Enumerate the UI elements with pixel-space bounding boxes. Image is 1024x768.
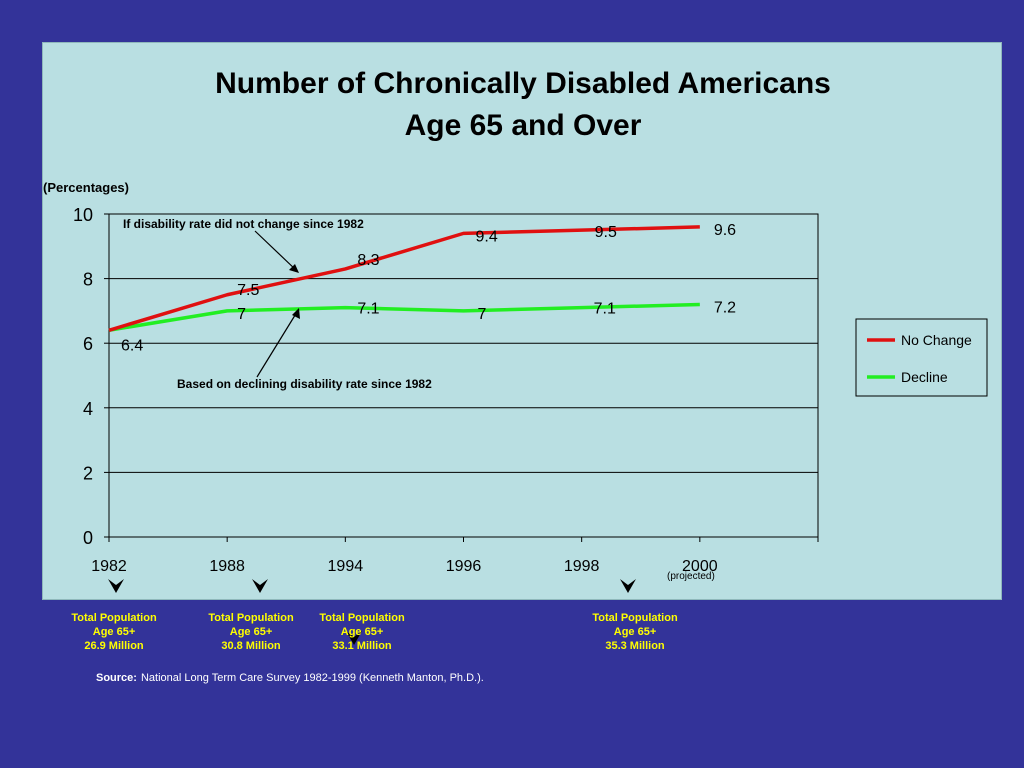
population-note-line3: 33.1 Million <box>332 640 392 652</box>
population-note: Total Population Age 65+ 35.3 Million <box>570 611 700 653</box>
line-chart: 0 2 4 6 8 10 1982 1988 1994 1996 1998 2000 6.4 7.5 8.3… <box>73 205 988 575</box>
population-note: Total Population Age 65+ 33.1 Million <box>297 611 427 653</box>
x-tick-label: 1994 <box>328 558 364 575</box>
down-arrow-icon <box>346 631 362 645</box>
legend-box <box>855 318 988 397</box>
population-note-line1: Total Population <box>319 612 405 624</box>
chart-title: Number of Chronically Disabled Americans <box>215 67 831 100</box>
arrowhead-icon <box>292 308 300 319</box>
population-note: Total Population Age 65+ 26.9 Million <box>49 611 179 653</box>
arrowhead-icon <box>289 264 299 273</box>
population-note-line2: Age 65+ <box>613 626 657 638</box>
annotation-decline: Based on declining disability rate since… <box>177 377 432 391</box>
x-note-projected: (projected) <box>667 571 715 582</box>
down-arrow-icon <box>620 579 636 593</box>
plot-area <box>108 213 819 538</box>
population-note-line1: Total Population <box>71 612 157 624</box>
legend-label: No Change <box>901 332 972 348</box>
chart-panel: Number of Chronically Disabled Americans… <box>42 42 1002 600</box>
population-note-line1: Total Population <box>208 612 294 624</box>
data-label: 9.4 <box>476 228 498 245</box>
annotation-no-change: If disability rate did not change since … <box>123 217 364 231</box>
source-note: Source: National Long Term Care Survey 19… <box>96 672 484 684</box>
source-label: Source: <box>96 672 137 684</box>
x-tick-label: 1988 <box>209 558 245 575</box>
y-tick-label: 2 <box>83 463 93 483</box>
legend-label: Decline <box>901 369 948 385</box>
data-label: 9.5 <box>595 224 617 241</box>
down-arrow-icon <box>108 579 124 593</box>
data-label: 7.2 <box>714 299 736 316</box>
annotation-arrow <box>256 311 298 378</box>
population-note-line3: 30.8 Million <box>221 640 281 652</box>
x-tick-label: 2000 <box>682 558 718 575</box>
x-tick-label: 1998 <box>564 558 600 575</box>
annotation-arrow <box>254 230 298 272</box>
y-axis-label: (Percentages) <box>43 180 129 195</box>
data-label: 6.4 <box>121 337 143 354</box>
population-note-line1: Total Population <box>592 612 678 624</box>
population-note: Total Population Age 65+ 30.8 Million <box>186 611 316 653</box>
data-label: 7.1 <box>594 301 616 318</box>
y-tick-label: 8 <box>83 270 93 290</box>
population-note-line2: Age 65+ <box>92 626 136 638</box>
data-label: 7 <box>478 306 487 323</box>
series-line-no-change <box>108 225 700 332</box>
data-label: 7.1 <box>357 301 379 318</box>
population-note-line3: 35.3 Million <box>605 640 665 652</box>
y-tick-label: 10 <box>73 205 93 225</box>
chart-subtitle: Age 65 and Over <box>404 109 642 142</box>
series-line-decline <box>108 302 700 333</box>
y-tick-label: 4 <box>83 399 93 419</box>
x-tick-label: 1982 <box>91 558 127 575</box>
x-tick-label: 1996 <box>446 558 482 575</box>
down-arrow-icon <box>252 579 268 593</box>
population-note-line3: 26.9 Million <box>84 640 144 652</box>
data-label: 7 <box>237 306 246 323</box>
y-tick-label: 6 <box>83 334 93 354</box>
data-label: 9.6 <box>714 222 736 239</box>
data-label: 7.5 <box>237 282 259 299</box>
source-text: National Long Term Care Survey 1982-1999… <box>140 672 484 684</box>
y-tick-label: 0 <box>83 528 93 548</box>
population-note-line2: Age 65+ <box>340 626 384 638</box>
population-note-line2: Age 65+ <box>229 626 273 638</box>
data-label: 8.3 <box>357 252 379 269</box>
